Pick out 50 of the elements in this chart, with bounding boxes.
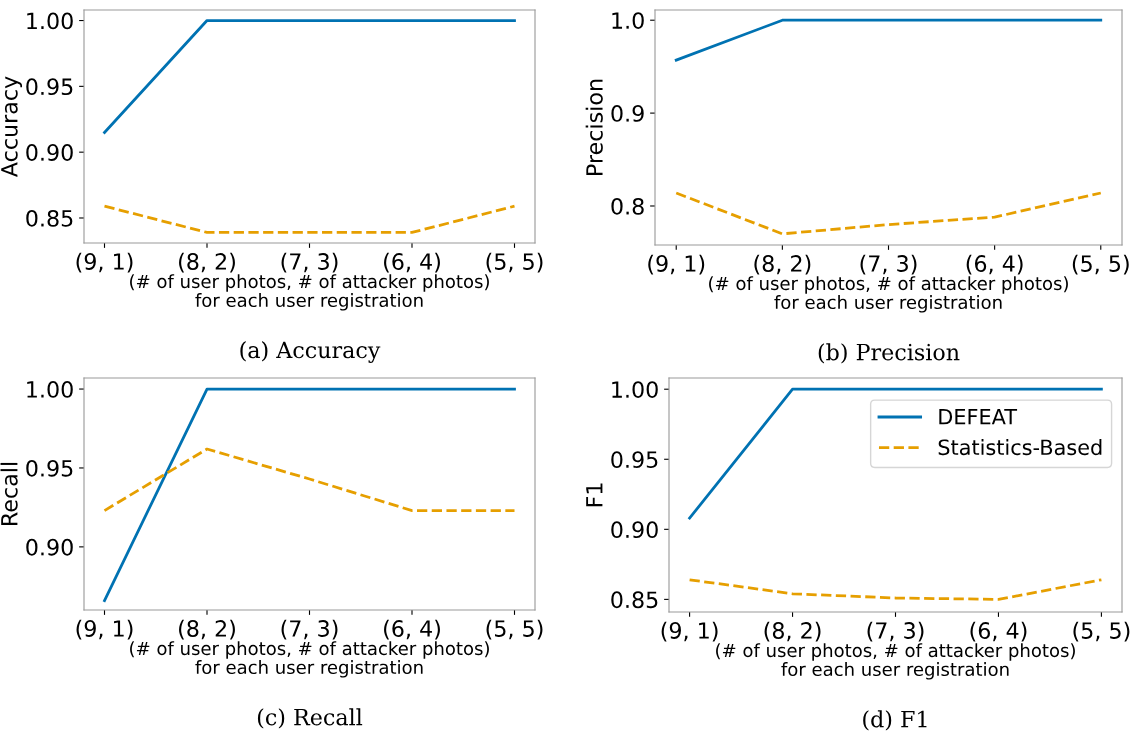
x-tick-label: (5, 5) (486, 252, 543, 273)
x-tick-label: (7, 3) (860, 254, 917, 275)
y-tick-label: 1.00 (612, 381, 658, 398)
y-tick-label: 1.0 (612, 12, 644, 29)
y-axis-title: Recall (0, 462, 18, 525)
x-axis-title: (# of user photos, # of attacker photos) for each user registration (130, 641, 489, 678)
y-tick-label: 0.90 (26, 538, 73, 556)
x-tick-label: (8, 2) (179, 252, 235, 273)
x-tick-label: (7, 3) (281, 252, 338, 273)
x-tick-label: (9, 1) (648, 254, 705, 275)
legend-label: Statistics-Based (938, 439, 1102, 456)
x-tick-label: (7, 3) (281, 619, 338, 640)
x-tick-label: (8, 2) (754, 254, 811, 275)
text: (d) F1 (863, 710, 927, 731)
x-axis-title: (# of user photos, # of attacker photos) for each user registration (716, 643, 1075, 680)
legend-label: DEFEAT (939, 409, 1018, 425)
line-series (674, 191, 1103, 236)
x-tick-label: (9, 1) (76, 252, 133, 273)
y-axis-title: Precision (585, 79, 603, 175)
x-tick-label: (5, 5) (1072, 254, 1129, 275)
x-tick-label: (9, 1) (76, 619, 133, 640)
x-tick-label: (8, 2) (764, 621, 821, 642)
x-tick-label: (5, 5) (486, 619, 543, 640)
x-tick-label: (6, 4) (966, 254, 1023, 275)
x-tick-label: (9, 1) (661, 621, 718, 642)
x-tick-label: (7, 3) (867, 621, 924, 642)
x-tick-label: (6, 4) (384, 619, 440, 640)
x-tick-label: (5, 5) (1073, 621, 1130, 642)
y-tick-label: 0.8 (611, 197, 644, 215)
y-axis-title: Accuracy (1, 76, 23, 178)
y-tick-label: 0.95 (611, 451, 658, 469)
x-axis-title: (# of user photos, # of attacker photos) for each user registration (130, 274, 489, 311)
y-tick-label: 0.85 (26, 209, 73, 227)
text: (b) Precision (818, 343, 960, 364)
y-tick-label: 0.90 (26, 144, 73, 161)
y-axis-title: F1 (586, 483, 603, 507)
text: (c) Recall (257, 708, 363, 729)
y-tick-label: 0.85 (611, 591, 658, 609)
y-tick-label: 0.9 (611, 105, 644, 122)
line-series (688, 578, 1103, 601)
x-tick-label: (6, 4) (970, 621, 1027, 642)
text: (a) Accuracy (240, 341, 381, 363)
x-tick-label: (8, 2) (179, 619, 235, 640)
x-axis-title: (# of user photos, # of attacker photos) for each user registration (709, 276, 1068, 313)
x-tick-label: (6, 4) (384, 252, 440, 273)
y-tick-label: 0.95 (26, 78, 73, 96)
y-tick-label: 0.90 (611, 521, 658, 539)
y-tick-label: 1.00 (27, 381, 73, 398)
y-tick-label: 1.00 (27, 12, 73, 30)
y-tick-label: 0.95 (26, 459, 73, 477)
